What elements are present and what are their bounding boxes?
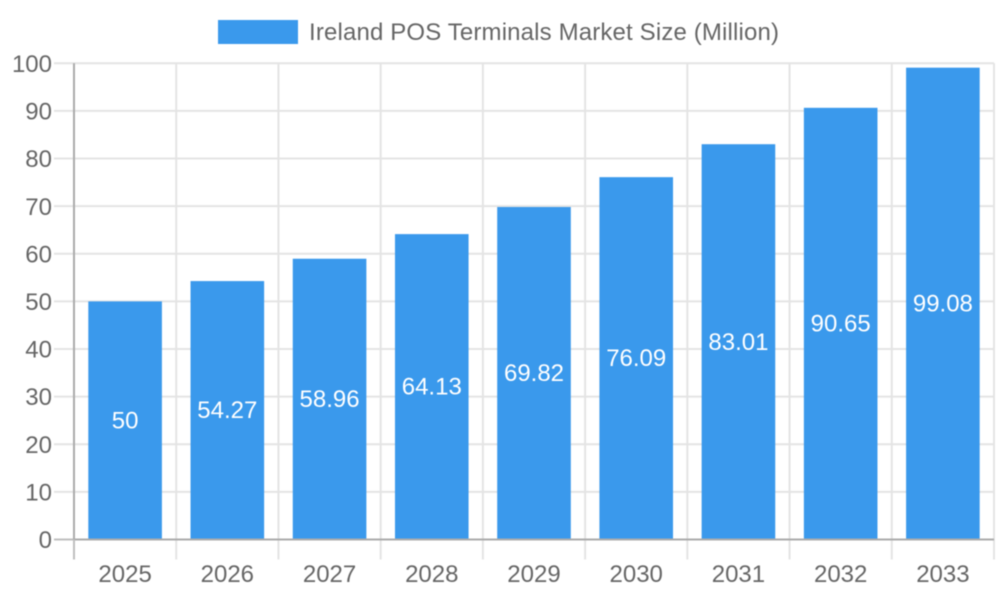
- svg-text:40: 40: [25, 337, 52, 364]
- svg-text:2033: 2033: [916, 561, 969, 588]
- svg-text:2026: 2026: [201, 561, 254, 588]
- svg-text:90.65: 90.65: [811, 311, 871, 338]
- svg-text:80: 80: [25, 146, 52, 173]
- svg-text:20: 20: [25, 432, 52, 459]
- svg-text:50: 50: [112, 407, 139, 434]
- svg-text:2030: 2030: [610, 561, 663, 588]
- svg-text:69.82: 69.82: [504, 360, 564, 387]
- svg-text:54.27: 54.27: [197, 397, 257, 424]
- svg-text:2027: 2027: [303, 561, 356, 588]
- svg-text:100: 100: [12, 51, 52, 78]
- svg-text:50: 50: [25, 289, 52, 316]
- svg-text:99.08: 99.08: [913, 290, 973, 317]
- svg-text:60: 60: [25, 241, 52, 268]
- svg-text:2031: 2031: [712, 561, 765, 588]
- svg-text:2029: 2029: [507, 561, 560, 588]
- svg-text:0: 0: [39, 527, 52, 554]
- svg-text:83.01: 83.01: [708, 329, 768, 356]
- svg-text:Ireland POS Terminals Market S: Ireland POS Terminals Market Size (Milli…: [309, 19, 779, 46]
- svg-text:2028: 2028: [405, 561, 458, 588]
- svg-text:2025: 2025: [98, 561, 151, 588]
- svg-text:70: 70: [25, 194, 52, 221]
- svg-text:10: 10: [25, 479, 52, 506]
- svg-text:30: 30: [25, 384, 52, 411]
- svg-text:2032: 2032: [814, 561, 867, 588]
- svg-text:58.96: 58.96: [300, 386, 360, 413]
- svg-text:76.09: 76.09: [606, 345, 666, 372]
- svg-text:64.13: 64.13: [402, 374, 462, 401]
- svg-text:90: 90: [25, 99, 52, 126]
